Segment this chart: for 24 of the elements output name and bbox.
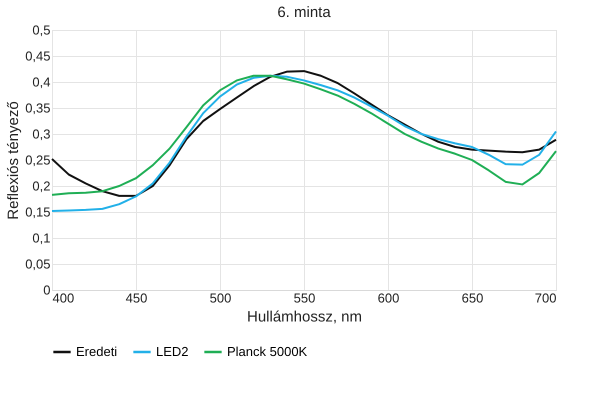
y-tick-label: 0,4 bbox=[32, 74, 50, 90]
x-tick-label: 500 bbox=[210, 290, 232, 306]
x-tick-label: 550 bbox=[294, 290, 316, 306]
y-tick-label: 0,05 bbox=[25, 256, 50, 272]
y-tick-label: 0,3 bbox=[32, 126, 50, 142]
y-tick-label: 0,2 bbox=[32, 178, 50, 194]
y-tick-label: 0 bbox=[43, 282, 50, 298]
x-tick-label: 700 bbox=[534, 290, 556, 306]
legend-label: Eredeti bbox=[76, 344, 118, 359]
y-tick-label: 0,5 bbox=[32, 22, 50, 38]
legend-label: LED2 bbox=[156, 344, 189, 359]
x-tick-label: 450 bbox=[126, 290, 148, 306]
x-tick-label: 600 bbox=[378, 290, 400, 306]
y-tick-label: 0,25 bbox=[25, 152, 50, 168]
y-tick-label: 0,35 bbox=[25, 100, 50, 116]
x-tick-label: 400 bbox=[52, 290, 74, 306]
chart-title: 6. minta bbox=[277, 4, 332, 21]
legend-label: Planck 5000K bbox=[227, 344, 308, 359]
y-tick-label: 0,15 bbox=[25, 204, 50, 220]
y-axis-title: Reflexiós tényező bbox=[5, 101, 22, 220]
x-axis-title: Hullámhossz, nm bbox=[246, 308, 362, 326]
y-tick-label: 0,45 bbox=[25, 48, 50, 64]
y-tick-label: 0,1 bbox=[32, 230, 50, 246]
x-tick-label: 650 bbox=[462, 290, 484, 306]
